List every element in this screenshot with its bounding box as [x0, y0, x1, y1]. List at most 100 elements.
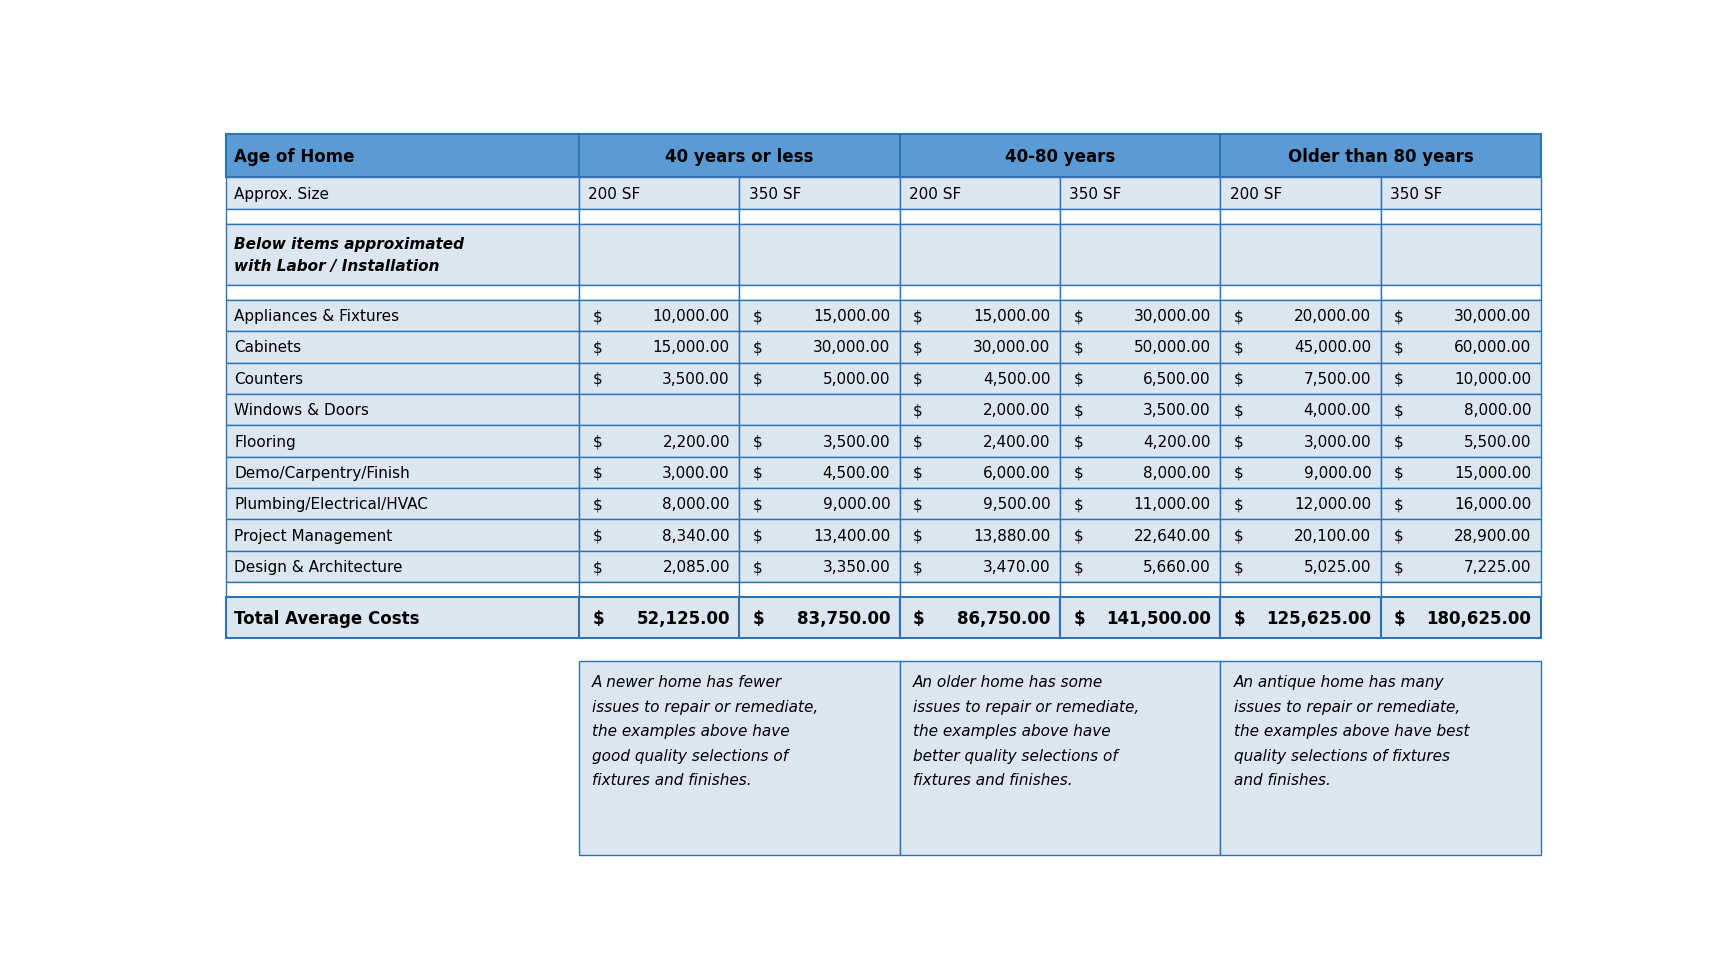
Text: 350 SF: 350 SF: [1068, 186, 1122, 202]
Text: 30,000.00: 30,000.00: [1454, 309, 1530, 324]
Text: $: $: [1234, 434, 1242, 449]
Bar: [226, 135, 579, 178]
Text: $: $: [1234, 340, 1242, 355]
Text: $: $: [913, 340, 922, 355]
Text: 5,000.00: 5,000.00: [822, 371, 889, 387]
Text: 9,000.00: 9,000.00: [1303, 465, 1370, 481]
Bar: [226, 178, 579, 209]
Bar: [899, 332, 1060, 363]
Text: $: $: [1394, 528, 1403, 543]
Text: 11,000.00: 11,000.00: [1134, 497, 1210, 512]
Text: $: $: [753, 528, 762, 543]
Bar: [579, 209, 739, 225]
Text: 22,640.00: 22,640.00: [1134, 528, 1210, 543]
Bar: [1380, 520, 1540, 551]
Bar: [739, 582, 899, 598]
Bar: [579, 286, 739, 300]
Text: $: $: [593, 371, 601, 387]
Text: 8,000.00: 8,000.00: [1142, 465, 1210, 481]
Bar: [1060, 520, 1220, 551]
Text: $: $: [1234, 497, 1242, 512]
Text: $: $: [593, 309, 601, 324]
Text: 9,500.00: 9,500.00: [982, 497, 1049, 512]
Bar: [226, 209, 579, 225]
Bar: [579, 661, 899, 855]
Text: 83,750.00: 83,750.00: [796, 610, 889, 627]
Text: A newer home has fewer
issues to repair or remediate,
the examples above have
go: A newer home has fewer issues to repair …: [593, 674, 818, 788]
Bar: [1220, 598, 1380, 639]
Text: 20,000.00: 20,000.00: [1294, 309, 1370, 324]
Bar: [1220, 300, 1380, 332]
Text: 3,000.00: 3,000.00: [1303, 434, 1370, 449]
Text: $: $: [1073, 497, 1082, 512]
Bar: [899, 582, 1060, 598]
Text: 2,000.00: 2,000.00: [982, 403, 1049, 418]
Text: 40 years or less: 40 years or less: [665, 147, 813, 166]
Text: $: $: [1394, 559, 1403, 575]
Bar: [739, 300, 899, 332]
Bar: [1380, 225, 1540, 286]
Text: $: $: [593, 434, 601, 449]
Bar: [1220, 286, 1380, 300]
Bar: [1380, 209, 1540, 225]
Text: 3,500.00: 3,500.00: [1142, 403, 1210, 418]
Bar: [739, 363, 899, 394]
Bar: [1220, 551, 1380, 582]
Bar: [1220, 488, 1380, 520]
Bar: [1060, 426, 1220, 457]
Bar: [226, 300, 579, 332]
Text: 3,000.00: 3,000.00: [662, 465, 729, 481]
Bar: [739, 225, 899, 286]
Text: $: $: [1234, 528, 1242, 543]
Bar: [739, 598, 899, 639]
Bar: [579, 394, 739, 426]
Bar: [1220, 661, 1540, 855]
Bar: [579, 178, 739, 209]
Bar: [1380, 300, 1540, 332]
Bar: [739, 332, 899, 363]
Text: 3,350.00: 3,350.00: [822, 559, 889, 575]
Text: $: $: [1073, 403, 1082, 418]
Bar: [899, 551, 1060, 582]
Bar: [1060, 332, 1220, 363]
Text: $: $: [753, 340, 762, 355]
Text: $: $: [1073, 610, 1084, 627]
Bar: [579, 426, 739, 457]
Bar: [739, 178, 899, 209]
Bar: [899, 426, 1060, 457]
Bar: [226, 551, 579, 582]
Bar: [739, 457, 899, 488]
Text: $: $: [753, 559, 762, 575]
Text: 6,500.00: 6,500.00: [1142, 371, 1210, 387]
Text: $: $: [1394, 434, 1403, 449]
Bar: [226, 457, 579, 488]
Text: 50,000.00: 50,000.00: [1134, 340, 1210, 355]
Bar: [739, 286, 899, 300]
Text: 350 SF: 350 SF: [748, 186, 801, 202]
Text: 40-80 years: 40-80 years: [1005, 147, 1115, 166]
Text: $: $: [1073, 309, 1082, 324]
Text: 5,500.00: 5,500.00: [1463, 434, 1530, 449]
Text: $: $: [1394, 497, 1403, 512]
Bar: [899, 457, 1060, 488]
Bar: [1220, 363, 1380, 394]
Text: 20,100.00: 20,100.00: [1294, 528, 1370, 543]
Bar: [1060, 225, 1220, 286]
Bar: [579, 488, 739, 520]
Bar: [1220, 582, 1380, 598]
Bar: [579, 598, 739, 639]
Bar: [1060, 178, 1220, 209]
Text: 10,000.00: 10,000.00: [1454, 371, 1530, 387]
Bar: [579, 135, 899, 178]
Bar: [1380, 363, 1540, 394]
Bar: [579, 551, 739, 582]
Bar: [1220, 520, 1380, 551]
Text: $: $: [1073, 434, 1082, 449]
Bar: [739, 520, 899, 551]
Text: $: $: [1394, 610, 1404, 627]
Text: 30,000.00: 30,000.00: [1134, 309, 1210, 324]
Text: 8,000.00: 8,000.00: [662, 497, 729, 512]
Bar: [579, 363, 739, 394]
Bar: [1380, 551, 1540, 582]
Text: Windows & Doors: Windows & Doors: [234, 403, 369, 418]
